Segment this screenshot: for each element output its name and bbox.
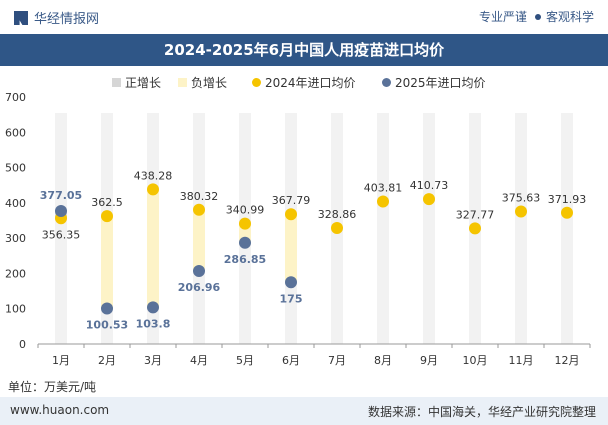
point-2025 bbox=[147, 301, 159, 314]
brand: 华经情报网 bbox=[14, 8, 99, 27]
column-bg bbox=[377, 113, 389, 344]
column-bg bbox=[423, 113, 435, 344]
x-tick-label: 3月 bbox=[144, 354, 162, 367]
label-2024: 367.79 bbox=[272, 194, 311, 207]
x-tick-label: 7月 bbox=[328, 354, 346, 367]
growth-bar bbox=[193, 209, 205, 271]
label-2025: 206.96 bbox=[178, 281, 221, 294]
label-2024: 371.93 bbox=[548, 193, 587, 206]
label-2025: 103.8 bbox=[136, 317, 171, 330]
point-2024 bbox=[469, 222, 481, 235]
x-tick-label: 11月 bbox=[509, 354, 534, 367]
column-bg bbox=[515, 113, 527, 344]
x-tick-label: 8月 bbox=[374, 354, 392, 367]
slogan-a: 专业严谨 bbox=[478, 10, 527, 24]
unit-label: 单位：万美元/吨 bbox=[8, 380, 97, 394]
growth-bar bbox=[147, 189, 159, 308]
x-tick-label: 9月 bbox=[420, 354, 438, 367]
brand-name: 华经情报网 bbox=[34, 12, 100, 27]
point-2025 bbox=[285, 276, 297, 289]
label-2024: 438.28 bbox=[134, 169, 173, 182]
point-2024 bbox=[193, 203, 205, 216]
label-2024: 380.32 bbox=[180, 190, 219, 203]
legend-swatch-1 bbox=[178, 78, 187, 87]
y-tick-label: 200 bbox=[5, 267, 26, 280]
slogan-b: 客观科学 bbox=[545, 10, 594, 24]
label-2024: 403.81 bbox=[364, 182, 403, 195]
label-2024: 375.63 bbox=[502, 191, 541, 204]
column-bg bbox=[55, 113, 67, 344]
point-2025 bbox=[239, 236, 251, 249]
chart-title: 2024-2025年6月中国人用疫苗进口均价 bbox=[0, 34, 608, 66]
x-tick-label: 2月 bbox=[98, 354, 116, 367]
growth-bar bbox=[101, 216, 113, 309]
footer-site: www.huaon.com bbox=[10, 403, 110, 417]
legend-label-2: 2024年进口均价 bbox=[265, 76, 356, 90]
y-tick-label: 300 bbox=[5, 232, 26, 245]
point-2024 bbox=[331, 221, 343, 234]
point-2025 bbox=[55, 204, 67, 217]
label-2025: 175 bbox=[280, 292, 303, 305]
point-2024 bbox=[561, 206, 573, 219]
y-tick-label: 100 bbox=[5, 303, 26, 316]
legend-label-1: 负增长 bbox=[191, 76, 227, 90]
x-tick-label: 10月 bbox=[463, 354, 488, 367]
y-tick-label: 400 bbox=[5, 197, 26, 210]
label-2025: 377.05 bbox=[40, 189, 82, 202]
label-2024: 356.35 bbox=[42, 228, 81, 241]
point-2024 bbox=[515, 205, 527, 218]
x-tick-label: 6月 bbox=[282, 354, 300, 367]
point-2025 bbox=[101, 302, 113, 315]
y-tick-label: 600 bbox=[5, 126, 26, 139]
legend-swatch-0 bbox=[112, 78, 121, 87]
y-tick-label: 0 bbox=[19, 338, 26, 351]
point-2025 bbox=[193, 264, 205, 277]
top-bar: 华经情报网 专业严谨 客观科学 bbox=[0, 0, 608, 34]
y-tick-label: 500 bbox=[5, 162, 26, 175]
point-2024 bbox=[239, 217, 251, 230]
footer: www.huaon.com 数据来源：中国海关，华经产业研究院整理 bbox=[0, 397, 608, 425]
legend-swatch-3 bbox=[382, 78, 391, 87]
legend-label-3: 2025年进口均价 bbox=[395, 76, 486, 90]
label-2024: 362.5 bbox=[91, 196, 123, 209]
label-2024: 327.77 bbox=[456, 208, 495, 221]
label-2024: 410.73 bbox=[410, 179, 449, 192]
point-2024 bbox=[101, 210, 113, 223]
chart: 正增长 负增长 2024年进口均价 2025年进口均价 0 100 200 300 400 500… bbox=[5, 76, 591, 367]
legend-swatch-2 bbox=[252, 78, 261, 87]
footer-source: 数据来源：中国海关，华经产业研究院整理 bbox=[367, 405, 596, 419]
point-2024 bbox=[285, 208, 297, 221]
x-tick-label: 4月 bbox=[190, 354, 208, 367]
x-tick-label: 1月 bbox=[52, 354, 70, 367]
point-2024 bbox=[147, 183, 159, 196]
logo-icon bbox=[14, 11, 28, 25]
label-2024: 340.99 bbox=[226, 204, 265, 217]
legend-label-0: 正增长 bbox=[125, 76, 161, 90]
label-2024: 328.86 bbox=[318, 208, 357, 221]
y-tick-label: 700 bbox=[5, 91, 26, 104]
label-2025: 100.53 bbox=[86, 319, 128, 332]
point-2024 bbox=[423, 193, 435, 206]
slogan: 专业严谨 客观科学 bbox=[479, 8, 594, 25]
point-2024 bbox=[377, 195, 389, 208]
x-tick-label: 12月 bbox=[555, 354, 580, 367]
x-tick-label: 5月 bbox=[236, 354, 254, 367]
bullet-icon bbox=[534, 14, 541, 20]
growth-bar bbox=[285, 214, 297, 283]
label-2025: 286.85 bbox=[224, 253, 266, 266]
column-bg bbox=[561, 113, 573, 344]
